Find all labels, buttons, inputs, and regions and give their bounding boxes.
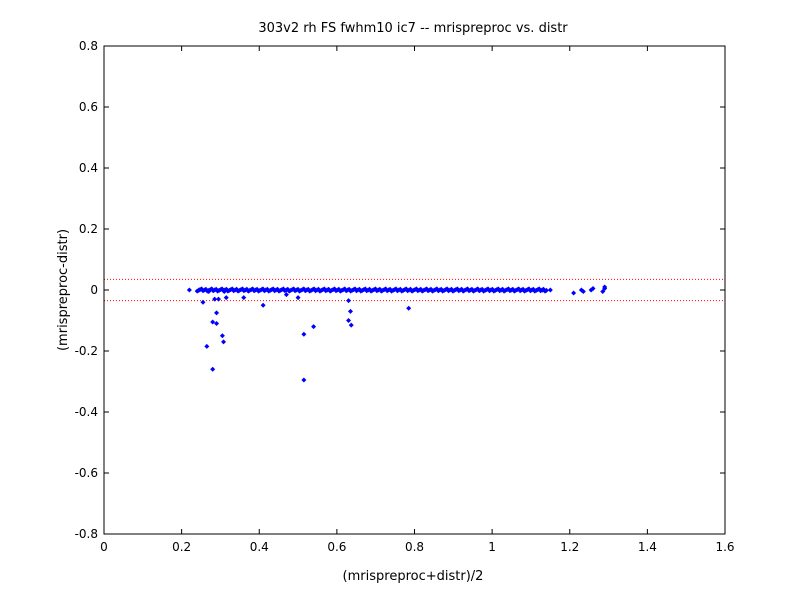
x-tick-label: 1.4 (638, 540, 657, 554)
x-tick-label: 0.4 (250, 540, 269, 554)
data-point (543, 287, 549, 293)
x-tick-label: 0 (100, 540, 108, 554)
x-axis-label: (mrispreproc+distr)/2 (343, 569, 484, 584)
y-tick-label: 0.2 (79, 222, 98, 236)
data-point (590, 285, 596, 291)
axis-ticks: 0 0.2 0.4 0.6 0.8 1 1.2 1.4 1.6 -0.8 -0.6 -0.4 -0.2 0… (75, 39, 735, 554)
data-point (348, 322, 354, 328)
data-point (406, 305, 412, 311)
x-tick-label: 1 (488, 540, 496, 554)
data-point (260, 302, 266, 308)
data-point (301, 377, 307, 383)
data-point (346, 298, 352, 304)
data-point (214, 321, 220, 327)
y-tick-label: -0.8 (75, 527, 98, 541)
data-point (200, 299, 206, 305)
data-point (295, 295, 301, 301)
data-point (206, 289, 212, 295)
x-tick-label: 0.2 (172, 540, 191, 554)
data-point (210, 319, 216, 325)
data-point (186, 287, 192, 293)
data-point (301, 331, 307, 337)
data-point (223, 295, 229, 301)
y-tick-label: 0.8 (79, 39, 98, 53)
plot-area (104, 278, 725, 383)
y-tick-label: 0.6 (79, 100, 98, 114)
data-point (212, 296, 218, 302)
x-tick-label: 0.6 (327, 540, 346, 554)
data-point (283, 292, 289, 298)
data-point (219, 333, 225, 339)
data-point (204, 343, 210, 349)
data-point (221, 339, 227, 345)
data-point (347, 308, 353, 314)
data-point (547, 287, 553, 293)
data-point (241, 295, 247, 301)
x-tick-label: 0.8 (405, 540, 424, 554)
data-point (210, 366, 216, 372)
data-point (311, 324, 317, 330)
data-point (214, 310, 220, 316)
data-point (346, 318, 352, 323)
x-tick-label: 1.2 (560, 540, 579, 554)
data-point (221, 289, 227, 295)
chart-title: 303v2 rh FS fwhm10 ic7 -- mrispreproc vs… (258, 21, 568, 36)
data-point (215, 296, 221, 302)
y-tick-label: -0.4 (75, 405, 98, 419)
y-tick-label: -0.2 (75, 344, 98, 358)
data-point (571, 290, 577, 296)
data-point (580, 289, 586, 295)
y-axis-label: (mrispreproc-distr) (56, 229, 71, 351)
data-point (602, 284, 608, 290)
y-tick-label: -0.6 (75, 466, 98, 480)
data-point (196, 287, 202, 293)
x-tick-label: 1.6 (715, 540, 734, 554)
y-tick-label: 0.4 (79, 161, 98, 175)
y-tick-label: 0 (90, 283, 98, 297)
data-point (540, 287, 546, 293)
